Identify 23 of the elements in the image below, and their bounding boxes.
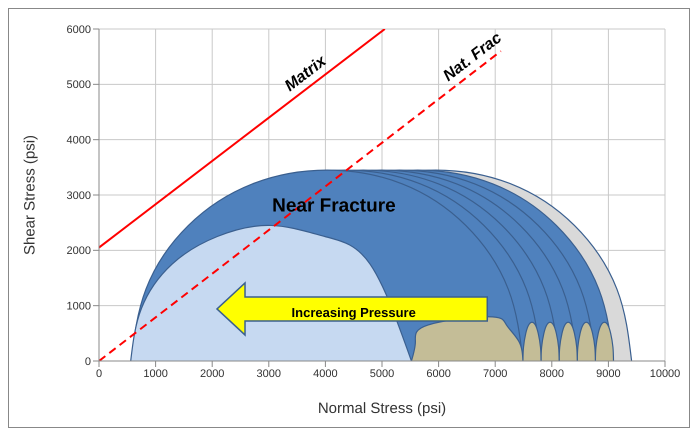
y-tick-label: 0 bbox=[84, 356, 91, 368]
x-tick-label: 2000 bbox=[200, 368, 224, 380]
x-tick-label: 1000 bbox=[143, 368, 168, 380]
x-tick-label: 0 bbox=[96, 368, 102, 380]
y-tick-label: 2000 bbox=[66, 245, 91, 258]
y-tick-label: 4000 bbox=[66, 134, 91, 147]
y-tick-label: 6000 bbox=[66, 24, 91, 36]
text: Nat. Frac bbox=[440, 30, 506, 85]
x-tick-label: 9000 bbox=[596, 368, 621, 380]
x-axis-title: Normal Stress (psi) bbox=[318, 400, 446, 417]
annotation: Near Fracture bbox=[272, 196, 396, 217]
y-axis-title: Shear Stress (psi) bbox=[21, 134, 38, 256]
x-tick-label: 4000 bbox=[313, 368, 338, 380]
y-tick-label: 5000 bbox=[66, 79, 91, 92]
x-tick-label: 10000 bbox=[650, 368, 680, 380]
x-tick-label: 3000 bbox=[256, 368, 282, 380]
x-tick-label: 8000 bbox=[540, 368, 564, 380]
y-tick-label: 1000 bbox=[66, 300, 91, 313]
x-tick-label: 5000 bbox=[370, 368, 394, 380]
annotation: Increasing Pressure bbox=[292, 304, 416, 320]
x-tick-label: 7000 bbox=[482, 368, 508, 380]
x-tick-label: 6000 bbox=[426, 368, 451, 380]
y-tick-label: 3000 bbox=[66, 190, 91, 202]
